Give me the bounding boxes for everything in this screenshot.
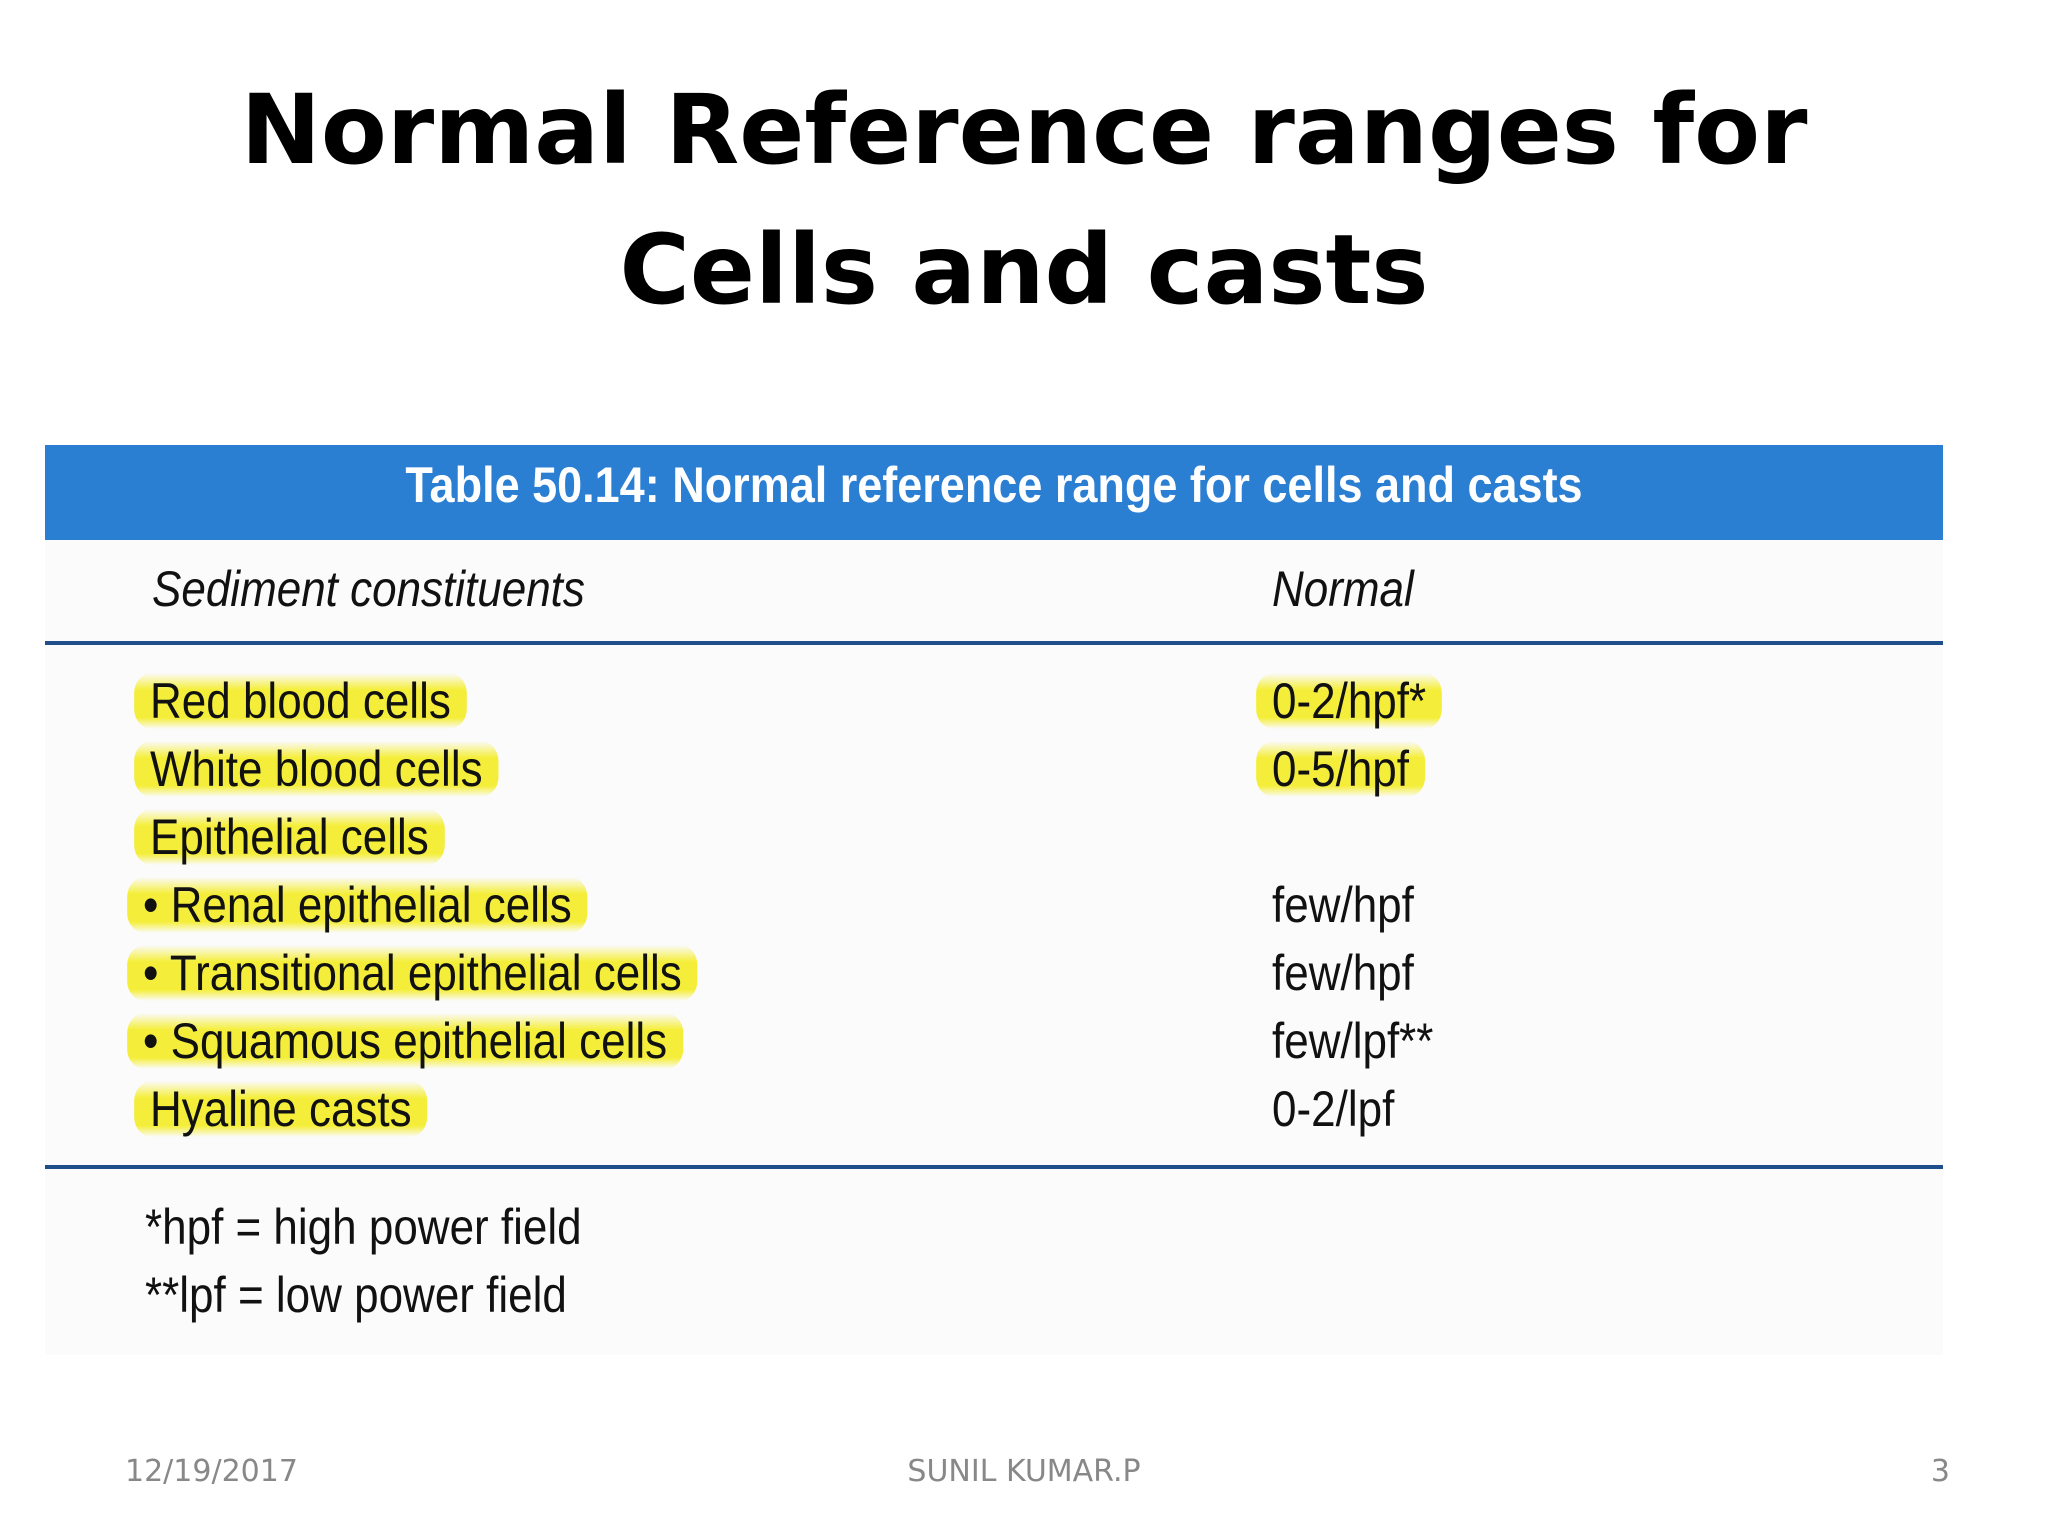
footnote: *hpf = high power field bbox=[145, 1199, 582, 1255]
highlight: • Squamous epithelial cells bbox=[127, 1013, 683, 1069]
footer-author: SUNIL KUMAR.P bbox=[907, 1454, 1141, 1489]
highlight: Hyaline casts bbox=[134, 1081, 428, 1137]
reference-range-table: Table 50.14: Normal reference range for … bbox=[45, 445, 1943, 1355]
table-row-normal: few/hpf bbox=[1272, 945, 1414, 1001]
slide-title: Normal Reference ranges for Cells and ca… bbox=[240, 74, 1808, 326]
footer-divider bbox=[45, 1165, 1943, 1169]
table-row-constituent: • Squamous epithelial cells bbox=[127, 1007, 683, 1075]
column-header-normal: Normal bbox=[1272, 561, 1414, 617]
highlight: • Renal epithelial cells bbox=[127, 877, 588, 933]
table-row-constituent: • Transitional epithelial cells bbox=[127, 939, 698, 1007]
table-row-normal: 0-2/hpf* bbox=[1256, 667, 1442, 735]
footnote: **lpf = low power field bbox=[145, 1267, 567, 1323]
table-row-normal: 0-5/hpf bbox=[1256, 735, 1425, 803]
table-row-normal: few/lpf** bbox=[1272, 1013, 1434, 1069]
column-header-constituents: Sediment constituents bbox=[152, 561, 585, 617]
table-row-constituent: Epithelial cells bbox=[134, 803, 445, 871]
footer-date: 12/19/2017 bbox=[125, 1454, 298, 1489]
table-row-constituent: White blood cells bbox=[134, 735, 499, 803]
highlight: Red blood cells bbox=[134, 673, 467, 729]
highlight: Epithelial cells bbox=[134, 809, 445, 865]
table-row-constituent: • Renal epithelial cells bbox=[127, 871, 588, 939]
table-row-constituent: Red blood cells bbox=[134, 667, 467, 735]
table-caption: Table 50.14: Normal reference range for … bbox=[405, 457, 1583, 513]
table-row-normal: few/hpf bbox=[1272, 877, 1414, 933]
page-number: 3 bbox=[1930, 1454, 1950, 1489]
table-caption-banner bbox=[45, 445, 1943, 540]
highlight: 0-5/hpf bbox=[1256, 741, 1425, 797]
header-divider bbox=[45, 641, 1943, 645]
table-row-constituent: Hyaline casts bbox=[134, 1075, 428, 1143]
table-row-normal: 0-2/lpf bbox=[1272, 1081, 1395, 1137]
highlight: 0-2/hpf* bbox=[1256, 673, 1442, 729]
highlight: White blood cells bbox=[134, 741, 499, 797]
highlight: • Transitional epithelial cells bbox=[127, 945, 698, 1001]
